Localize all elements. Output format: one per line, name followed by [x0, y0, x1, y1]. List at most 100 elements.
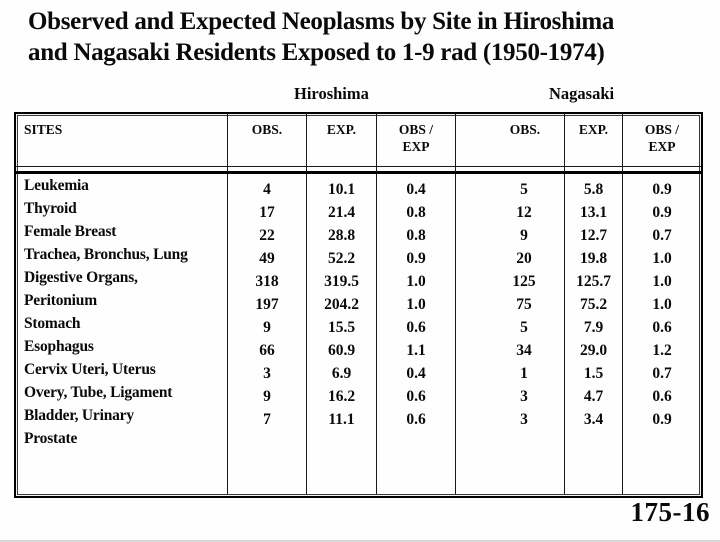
value-cell: 0.8 [377, 220, 456, 243]
value-cell: 7.9 [565, 312, 623, 335]
value-cell: 9 [228, 312, 307, 335]
value-cell: 204.2 [307, 289, 377, 312]
value-cell: 0.4 [377, 358, 456, 381]
group-header-nagasaki: Nagasaki [549, 84, 615, 103]
value-cell: 17 [228, 197, 307, 220]
value-cell: 75.2 [565, 289, 623, 312]
value-cell: 1.0 [652, 250, 672, 266]
value-cell: 52.2 [307, 243, 377, 266]
neoplasm-table: SITES OBS. EXP. OBS / EXP OBS. EXP. OBS … [14, 112, 703, 498]
column-header-hiroshima-obs: OBS. [228, 114, 307, 167]
header-separator [456, 167, 565, 174]
column-header-nagasaki-obs-exp: OBS / EXP [623, 114, 701, 167]
site-cell: Trachea, Bronchus, Lung [16, 243, 228, 266]
value-cell: 15.5 [307, 312, 377, 335]
value-cell: 13.1 [565, 197, 623, 220]
value-cell: 9 [228, 381, 307, 404]
value-cell: 0.6 [652, 319, 672, 335]
value-cell: 319.5 [307, 266, 377, 289]
column-header-hiroshima-exp: EXP. [307, 114, 377, 167]
value-cell: 21.4 [307, 197, 377, 220]
header-separator [623, 167, 701, 174]
filler-cell [456, 450, 565, 494]
value-cell: 5 [456, 312, 565, 335]
value-cell: 0.9 [377, 243, 456, 266]
value-cell [228, 427, 307, 450]
header-separator [228, 167, 307, 174]
value-cell [623, 427, 701, 450]
group-header-hiroshima: Hiroshima [294, 84, 369, 103]
value-cell: 11.1 [307, 404, 377, 427]
value-cell: 4.7 [565, 381, 623, 404]
value-cell: 4 [228, 174, 307, 197]
value-cell: 1.5 [565, 358, 623, 381]
site-cell: Digestive Organs, [16, 266, 228, 289]
value-cell: 7 [228, 404, 307, 427]
value-cell: 28.8 [307, 220, 377, 243]
header-separator [377, 167, 456, 174]
value-cell: 9 [456, 220, 565, 243]
value-cell: 3 [228, 358, 307, 381]
filler-cell [307, 450, 377, 494]
value-cell: 0.6 [652, 388, 672, 404]
value-cell: 5.8 [565, 174, 623, 197]
slide-title-line2: and Nagasaki Residents Exposed to 1-9 ra… [28, 39, 605, 66]
value-cell: 0.6 [377, 312, 456, 335]
value-cell: 1 [456, 358, 565, 381]
value-cell: 34 [456, 335, 565, 358]
value-cell: 318 [228, 266, 307, 289]
value-cell: 197 [228, 289, 307, 312]
value-cell: 3 [456, 381, 565, 404]
value-cell: 6.9 [307, 358, 377, 381]
value-cell: 1.1 [377, 335, 456, 358]
value-cell: 19.8 [565, 243, 623, 266]
site-cell: Female Breast [16, 220, 228, 243]
value-cell: 125 [456, 266, 565, 289]
site-cell: Prostate [16, 427, 228, 450]
slide-title-line1: Observed and Expected Neoplasms by Site … [28, 8, 615, 35]
column-header-nagasaki-obs: OBS. [456, 114, 565, 167]
site-cell: Peritonium [16, 289, 228, 312]
slide-number: 175-16 [630, 497, 710, 527]
value-cell: 75 [456, 289, 565, 312]
header-separator [16, 167, 228, 174]
site-cell: Stomach [16, 312, 228, 335]
value-cell: 3 [456, 404, 565, 427]
value-cell: 1.0 [377, 266, 456, 289]
value-cell: 0.9 [652, 411, 672, 427]
value-cell: 3.4 [565, 404, 623, 427]
value-cell [456, 427, 565, 450]
site-cell: Leukemia [16, 174, 228, 197]
site-cell: Esophagus [16, 335, 228, 358]
value-cell: 1.0 [652, 296, 672, 312]
slide-title: Observed and Expected Neoplasms by Site … [28, 6, 712, 68]
filler-cell [623, 450, 701, 494]
column-header-sites: SITES [16, 114, 228, 167]
value-cell: 125.7 [565, 266, 623, 289]
site-cell: Cervix Uteri, Uterus [16, 358, 228, 381]
value-cell [307, 427, 377, 450]
value-cell: 0.8 [377, 197, 456, 220]
value-cell: 0.4 [377, 174, 456, 197]
value-cell: 0.6 [377, 381, 456, 404]
value-cell: 12 [456, 197, 565, 220]
value-cell: 20 [456, 243, 565, 266]
value-cell: 66 [228, 335, 307, 358]
filler-cell [565, 450, 623, 494]
column-header-nagasaki-exp: EXP. [565, 114, 623, 167]
value-cell: 0.7 [652, 227, 672, 243]
value-cell [377, 427, 456, 450]
value-cell: 1.0 [652, 273, 672, 289]
value-cell: 60.9 [307, 335, 377, 358]
value-cell: 0.6 [377, 404, 456, 427]
value-cell: 0.9 [652, 204, 672, 220]
site-cell: Thyroid [16, 197, 228, 220]
column-header-hiroshima-obs-exp: OBS / EXP [377, 114, 456, 167]
value-cell: 0.7 [652, 365, 672, 381]
value-cell [565, 427, 623, 450]
value-cell: 1.2 [652, 342, 672, 358]
value-cell: 49 [228, 243, 307, 266]
value-cell: 0.9 [652, 181, 672, 197]
value-cell: 29.0 [565, 335, 623, 358]
